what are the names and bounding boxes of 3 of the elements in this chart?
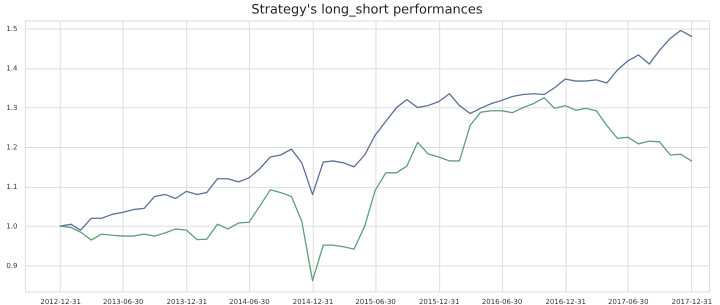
line-series bbox=[60, 97, 692, 282]
line-series bbox=[60, 30, 692, 231]
chart-title: Strategy's long_short performances bbox=[251, 2, 483, 18]
